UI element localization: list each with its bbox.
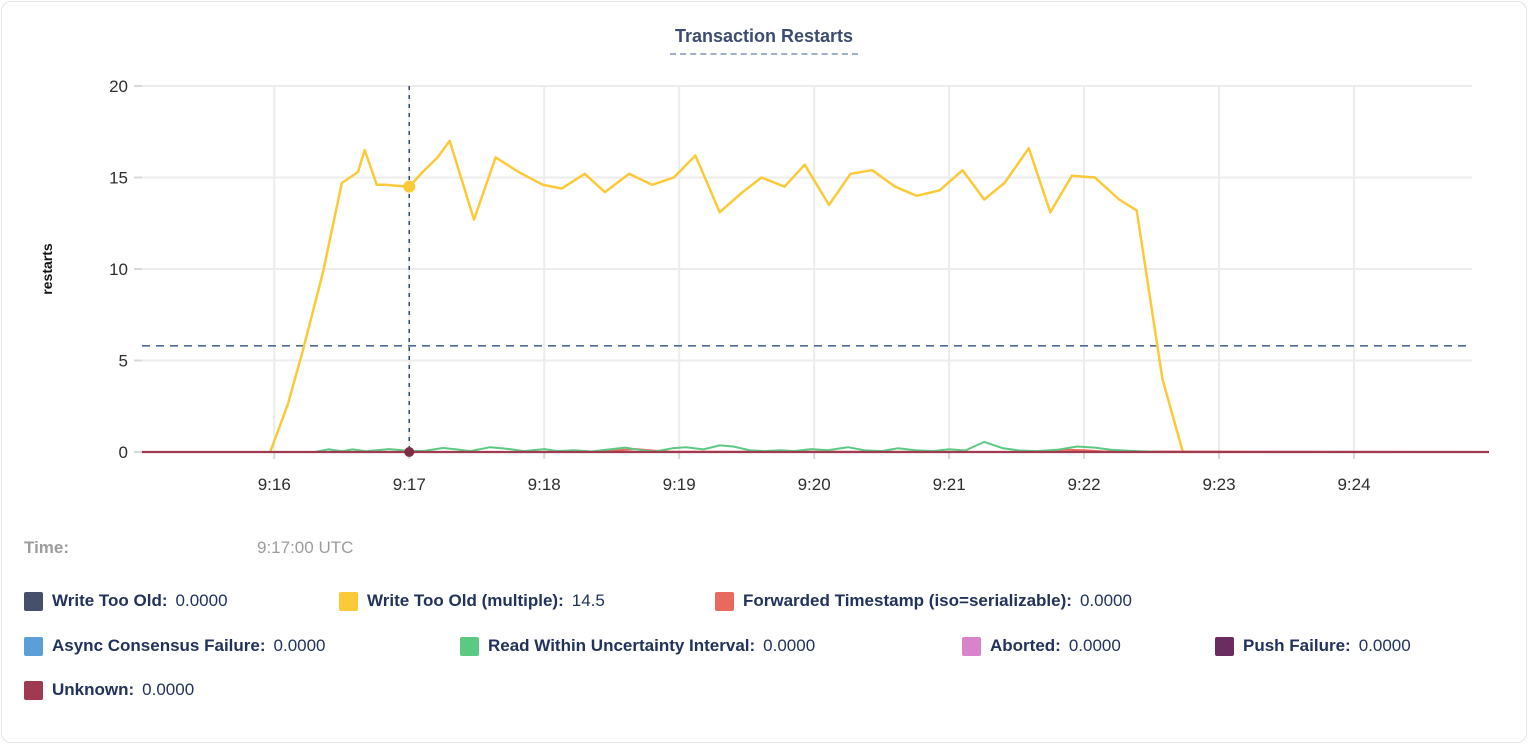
legend-item: Read Within Uncertainty Interval: 0.0000 <box>460 636 815 656</box>
legend-value: 0.0000 <box>763 636 816 655</box>
legend-label: Unknown: <box>52 680 135 699</box>
legend-value: 0.0000 <box>1068 636 1121 655</box>
legend-swatch <box>460 636 479 656</box>
legend-row: Async Consensus Failure: 0.0000 Read Withi… <box>2 636 1526 660</box>
y-tick-label: 20 <box>109 77 128 96</box>
legend-swatch <box>24 680 43 700</box>
legend-item: Push Failure: 0.0000 <box>1215 636 1411 656</box>
hover-time-row: Time: 9:17:00 UTC <box>2 538 1526 562</box>
x-tick-label: 9:18 <box>528 475 561 494</box>
time-value: 9:17:00 UTC <box>257 538 354 557</box>
legend-row: Write Too Old: 0.0000 Write Too Old (multi… <box>2 591 1526 615</box>
legend-swatch <box>24 636 43 656</box>
x-tick-label: 9:21 <box>933 475 966 494</box>
legend-value: 14.5 <box>571 591 605 610</box>
legend-row: Unknown: 0.0000 <box>2 680 1526 704</box>
chart-header: Transaction Restarts <box>2 26 1526 55</box>
legend-item: Aborted: 0.0000 <box>962 636 1121 656</box>
legend-swatch <box>339 591 358 611</box>
x-tick-label: 9:23 <box>1203 475 1236 494</box>
legend-swatch <box>1215 636 1234 656</box>
legend-label: Read Within Uncertainty Interval: <box>488 636 756 655</box>
legend-label: Write Too Old (multiple): <box>367 591 564 610</box>
legend-value: 0.0000 <box>273 636 326 655</box>
cursor-baseline-dot <box>404 447 415 457</box>
legend-swatch <box>24 591 43 611</box>
legend-label: Forwarded Timestamp (iso=serializable): <box>743 591 1072 610</box>
cursor-highlight-dot <box>403 180 416 193</box>
legend-item: Write Too Old: 0.0000 <box>24 591 228 611</box>
x-tick-label: 9:24 <box>1337 475 1370 494</box>
series-line-read-within-uncertainty-interval <box>314 440 1489 453</box>
legend-swatch <box>715 591 734 611</box>
legend-value: 0.0000 <box>142 680 195 699</box>
x-tick-label: 9:19 <box>663 475 696 494</box>
x-tick-label: 9:22 <box>1068 475 1101 494</box>
x-tick-label: 9:20 <box>798 475 831 494</box>
x-tick-label: 9:17 <box>393 475 426 494</box>
legend-item: Forwarded Timestamp (iso=serializable): 0… <box>715 591 1132 611</box>
legend-value: 0.0000 <box>1079 591 1132 610</box>
legend-label: Aborted: <box>990 636 1061 655</box>
legend-value: 0.0000 <box>175 591 228 610</box>
legend-value: 0.0000 <box>1358 636 1411 655</box>
y-tick-label: 15 <box>109 169 128 188</box>
x-tick-label: 9:16 <box>258 475 291 494</box>
series-line-write-too-old-multiple- <box>269 139 1184 453</box>
time-label: Time: <box>24 538 70 557</box>
legend-label: Async Consensus Failure: <box>52 636 266 655</box>
legend-label: Write Too Old: <box>52 591 168 610</box>
y-tick-label: 5 <box>119 352 128 371</box>
transaction-restarts-chart[interactable]: 0 5 10 15 20 9:16 9:17 9:18 9:19 9:20 9:21 9:22 9:23… <box>2 2 1528 514</box>
legend-item: Async Consensus Failure: 0.0000 <box>24 636 326 656</box>
chart-title[interactable]: Transaction Restarts <box>669 26 859 55</box>
legend-swatch <box>962 636 981 656</box>
y-tick-label: 0 <box>119 443 128 462</box>
y-axis-title: restarts <box>39 243 55 295</box>
legend-item: Write Too Old (multiple): 14.5 <box>339 591 605 611</box>
legend-label: Push Failure: <box>1243 636 1351 655</box>
y-tick-label: 10 <box>109 260 128 279</box>
legend-item: Unknown: 0.0000 <box>24 680 194 700</box>
